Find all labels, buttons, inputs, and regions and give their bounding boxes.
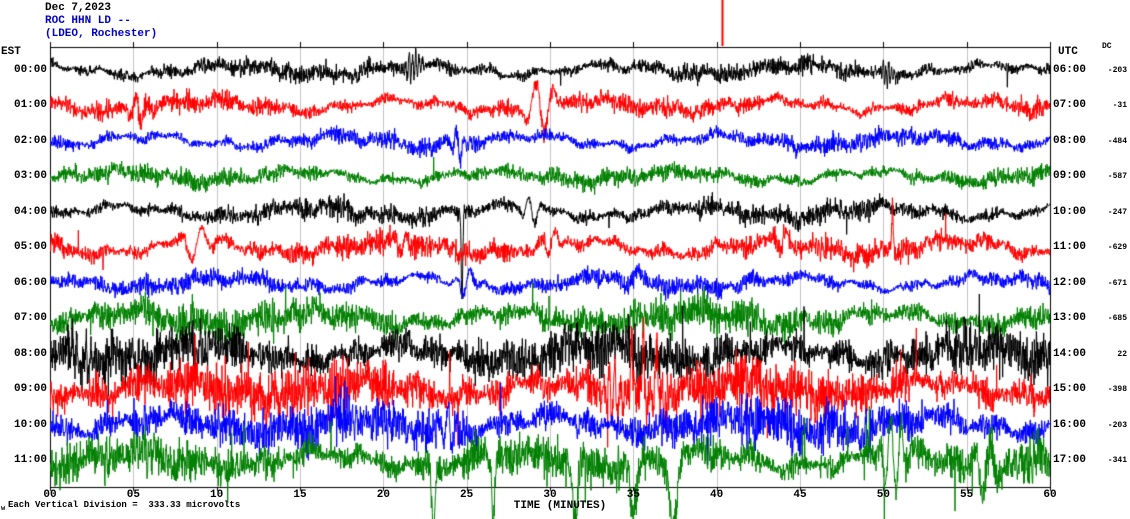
x-tick-label: 00 <box>43 489 57 501</box>
x-axis-title: TIME (MINUTES) <box>513 500 607 512</box>
est-hour-label: 07:00 <box>13 312 47 325</box>
utc-hour-label: 06:00 <box>1053 64 1087 76</box>
dc-value: -398 <box>1107 385 1127 395</box>
dc-value: -341 <box>1107 456 1127 465</box>
utc-hour-label: 15:00 <box>1053 383 1087 396</box>
est-hour-label: 05:00 <box>13 241 47 254</box>
x-tick-label: 60 <box>1043 489 1057 501</box>
x-tick-label: 15 <box>293 489 307 501</box>
utc-hour-label: 08:00 <box>1053 134 1087 147</box>
utc-hour-label: 16:00 <box>1053 418 1087 431</box>
est-hour-label: 00:00 <box>13 64 47 76</box>
est-hour-label: 11:00 <box>13 454 47 466</box>
dc-value: -247 <box>1107 207 1127 217</box>
x-tick-label: 35 <box>626 489 640 501</box>
dc-value: -685 <box>1107 314 1127 324</box>
est-hour-label: 10:00 <box>13 418 47 431</box>
x-tick-label: 05 <box>126 489 140 501</box>
dc-value: 22 <box>1117 349 1127 359</box>
est-hour-label: 09:00 <box>13 383 47 396</box>
est-hour-label: 02:00 <box>13 134 47 147</box>
x-tick-label: 45 <box>793 489 807 501</box>
dc-value: -203 <box>1107 66 1127 75</box>
x-tick-label: 20 <box>376 489 390 501</box>
utc-header: UTC <box>1058 46 1078 58</box>
utc-hour-label: 10:00 <box>1053 205 1087 218</box>
utc-hour-label: 17:00 <box>1053 454 1087 466</box>
dc-value: -484 <box>1107 136 1127 146</box>
est-hour-label: 01:00 <box>13 99 47 112</box>
x-tick-label: 55 <box>960 489 974 501</box>
utc-hour-label: 13:00 <box>1053 312 1087 325</box>
station-label: ROC HHN LD -- <box>45 15 131 27</box>
x-tick-label: 30 <box>543 489 557 501</box>
est-hour-label: 08:00 <box>13 347 47 360</box>
dc-value: -203 <box>1107 420 1127 430</box>
scale-note: Each Vertical Division = 333.33 microvol… <box>8 500 241 510</box>
dc-value: -587 <box>1107 172 1127 182</box>
dc-value: -31 <box>1112 101 1127 111</box>
x-tick-label: 25 <box>460 489 474 501</box>
utc-hour-label: 11:00 <box>1053 241 1087 254</box>
utc-hour-label: 09:00 <box>1053 170 1087 183</box>
est-hour-label: 04:00 <box>13 205 47 218</box>
utc-hour-label: 07:00 <box>1053 99 1087 112</box>
dc-value: -671 <box>1107 278 1127 288</box>
x-tick-label: 50 <box>876 489 890 501</box>
dc-header: DC <box>1102 42 1112 51</box>
utc-hour-label: 14:00 <box>1053 347 1087 360</box>
est-header: EST <box>1 46 21 58</box>
network-label: (LDEO, Rochester) <box>45 28 158 40</box>
footer-mark: w <box>1 505 6 513</box>
date-label: Dec 7,2023 <box>45 2 112 14</box>
est-hour-label: 03:00 <box>13 170 47 183</box>
dc-value: -629 <box>1107 243 1127 253</box>
x-tick-label: 10 <box>210 489 224 501</box>
x-tick-label: 40 <box>710 489 724 501</box>
est-hour-label: 06:00 <box>13 276 47 289</box>
utc-hour-label: 12:00 <box>1053 276 1087 289</box>
